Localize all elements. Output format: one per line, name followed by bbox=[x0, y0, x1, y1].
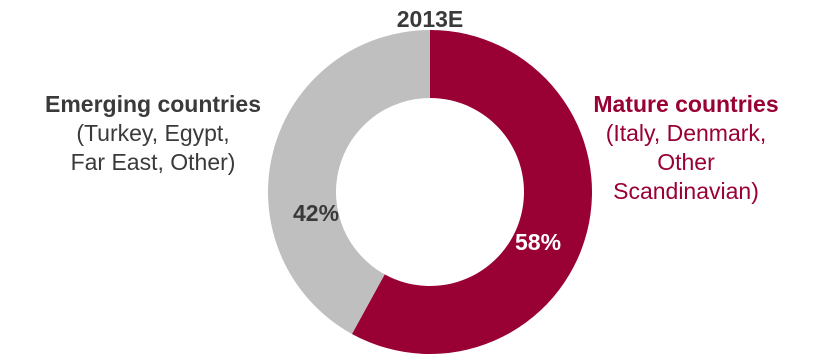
legend-label-emerging: Emerging countries (Turkey, Egypt, Far E… bbox=[8, 90, 298, 177]
slice-mature-countries bbox=[351, 30, 592, 354]
slice-emerging-countries bbox=[268, 30, 430, 334]
data-label-mature: 58% bbox=[515, 229, 562, 255]
mature-detail: (Italy, Denmark, Other Scandinavian) bbox=[605, 120, 767, 204]
data-label-emerging: 42% bbox=[293, 200, 340, 226]
emerging-detail: (Turkey, Egypt, Far East, Other) bbox=[70, 120, 236, 175]
emerging-name: Emerging countries bbox=[45, 91, 261, 117]
mature-name: Mature countries bbox=[593, 91, 779, 117]
legend-label-mature: Mature countries (Italy, Denmark, Other … bbox=[552, 90, 818, 206]
chart-title: 2013E bbox=[396, 6, 464, 32]
